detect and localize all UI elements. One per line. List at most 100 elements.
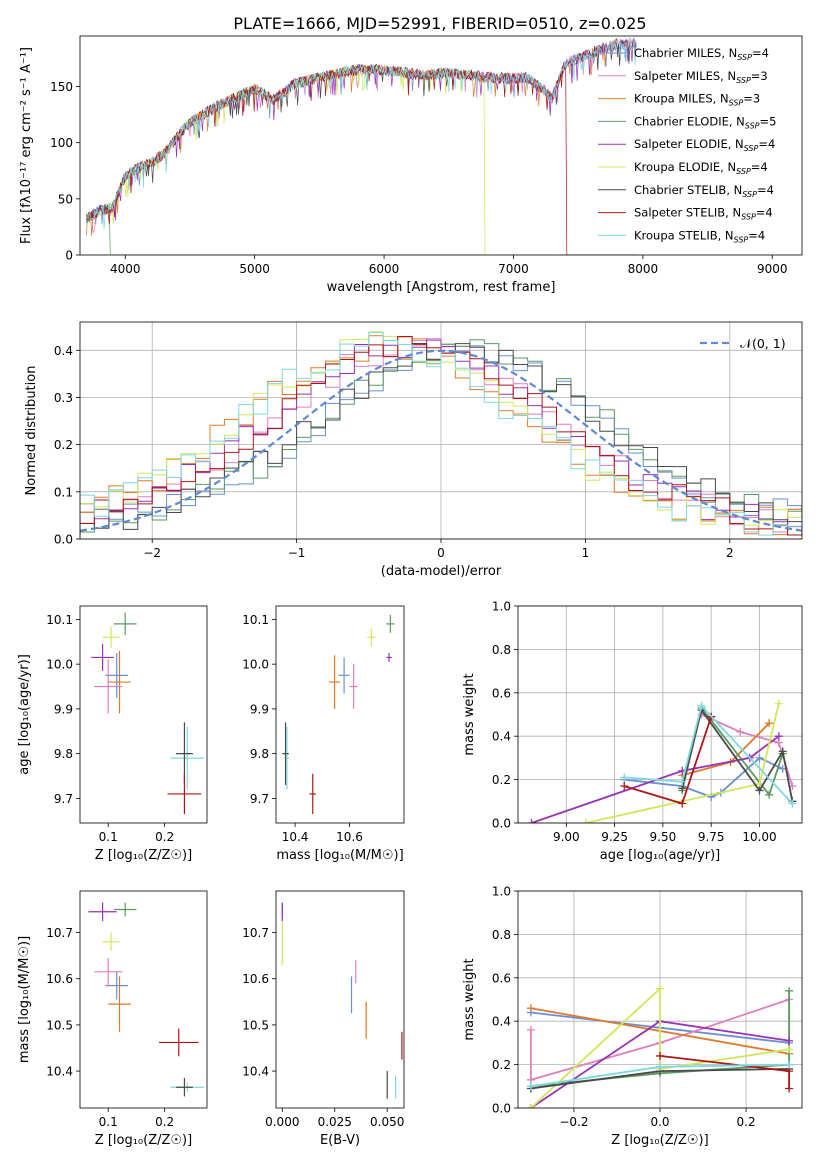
y-tick-label: 0.2 [492,773,511,787]
legend-count: =4 [757,183,774,197]
axes-frame [275,890,405,1109]
y-tick-label: 10.5 [46,1018,73,1032]
x-axis-label: Z [log₁₀(Z/Z☉)] [95,1133,192,1148]
weight-marker [620,773,629,782]
x-tick-label: 10.6 [336,830,363,844]
legend-label: Chabrier ELODIE, NSSP=5 [634,114,776,130]
weight-marker [785,1036,794,1045]
plot-area [91,612,205,815]
y-tick-label: 0 [65,249,73,263]
x-axis-label: Z [log₁₀(Z/Z☉)] [611,1133,708,1148]
weight-marker [774,732,783,741]
x-tick-label: 0.0 [650,1115,669,1129]
panel-residuals: −2 −1 0 1 2 0.0 0.1 0.2 0.3 0.4 (data-model)/error… [24,321,803,579]
y-tick-label: 1.0 [492,885,511,899]
weight-line [624,703,793,805]
legend-count: =4 [758,137,775,151]
weight-line [624,756,784,798]
spectrum-line [86,203,637,255]
y-tick-label: 10.7 [242,926,269,940]
weight-marker [581,819,590,823]
x-tick-label: 0.2 [155,1115,174,1129]
legend-subscript: SSP [737,53,752,62]
panels-container: 4000 5000 6000 7000 8000 9000 0 50 100 150 wavelen… [17,35,803,1148]
legend-subscript: SSP [741,213,756,222]
x-tick-label: 9000 [757,262,788,276]
legend-label: Kroupa MILES, NSSP=3 [634,92,760,108]
x-axis-label: wavelength [Angstrom, rest frame] [327,280,556,295]
legend-subscript: SSP [742,190,757,199]
legend-count: =4 [756,206,773,220]
x-tick-label: 0 [437,546,445,560]
y-tick-label: 10.4 [242,1065,269,1079]
x-tick-label: 0.1 [99,1115,118,1129]
panel-spectrum: 4000 5000 6000 7000 8000 9000 0 50 100 150 wavelen… [19,35,803,295]
weight-marker [526,1025,535,1034]
y-axis-label: age [log₁₀(age/yr)] [17,654,32,775]
x-tick-label: 0.2 [737,1115,756,1129]
panel-weight-vs-Z: −0.2 0.0 0.2 0.0 0.2 0.4 0.6 0.8 1.0 Z [log₁₀(Z/Z… [462,885,803,1148]
weight-line [624,716,713,805]
weight-marker [785,1060,794,1069]
y-tick-label: 0.0 [54,533,73,547]
x-tick-label: 9.75 [698,830,725,844]
plot-area [86,37,637,255]
axes-frame [79,35,803,256]
weight-marker [656,1051,664,1060]
weight-marker [788,799,797,808]
x-tick-label: 10.4 [282,830,309,844]
axes-frame [275,605,405,824]
x-axis-label: Z [log₁₀(Z/Z☉)] [95,848,192,863]
legend-count: =4 [752,46,769,60]
y-tick-label: 9.8 [54,747,73,761]
y-tick-label: 0.4 [492,1015,511,1029]
x-tick-label: −1 [288,546,306,560]
legend-label: 𝒩(0, 1) [740,336,786,351]
legend-subscript: SSP [736,76,751,85]
y-tick-label: 0.6 [492,971,511,985]
figure-title: PLATE=1666, MJD=52991, FIBERID=0510, z=0… [233,14,646,33]
weight-marker [785,986,794,995]
axes-frame [79,605,208,824]
y-tick-label: 50 [58,192,73,206]
weight-marker [697,701,706,710]
x-tick-label: 9.25 [601,830,628,844]
spectrum-line [86,38,637,230]
legend: Chabrier MILES, NSSP=4 Salpeter MILES, NS… [598,46,776,244]
y-tick-label: 0.8 [492,928,511,942]
y-tick-label: 0.0 [492,1102,511,1116]
panel-age-vs-Z: 0.1 0.2 9.7 9.8 9.9 10.0 10.1 Z [log₁₀(Z/Z☉)] ag… [17,605,208,863]
weight-marker [765,790,774,799]
y-tick-label: 0.6 [492,686,511,700]
plot-area [88,902,205,1097]
histogram-step [80,332,802,536]
y-tick-label: 10.0 [242,658,269,672]
panel-weight-vs-age: 9.00 9.25 9.50 9.75 10.00 0.0 0.2 0.4 0.6 0.8 1.0 a… [462,600,803,863]
x-tick-label: 0.050 [370,1115,404,1129]
weight-marker [778,747,787,756]
plot-area [527,699,797,823]
y-tick-label: 9.9 [250,702,269,716]
plot-area [526,984,794,1108]
plot-area [80,331,802,537]
x-tick-label: −0.2 [559,1115,588,1129]
weight-marker [678,777,687,786]
weight-marker [755,786,764,795]
weight-marker [774,699,783,708]
y-tick-label: 0.3 [54,391,73,405]
weight-line [531,735,780,823]
legend-label: Kroupa STELIB, NSSP=4 [634,228,765,244]
x-axis-label: E(B-V) [320,1133,360,1148]
y-tick-label: 9.7 [250,792,269,806]
y-tick-label: 10.1 [242,613,269,627]
legend-count: =3 [751,69,768,83]
y-tick-label: 0.2 [492,1058,511,1072]
x-tick-label: 9.00 [553,830,580,844]
y-tick-label: 100 [50,136,73,150]
y-tick-label: 0.1 [54,485,73,499]
legend-label: Chabrier MILES, NSSP=4 [634,46,769,62]
legend-label: Salpeter MILES, NSSP=3 [634,69,768,85]
panel-age-vs-mass: 10.4 10.6 9.7 9.8 9.9 10.0 10.1 mass [log₁₀(M/M… [242,605,405,863]
y-tick-label: 10.5 [242,1018,269,1032]
